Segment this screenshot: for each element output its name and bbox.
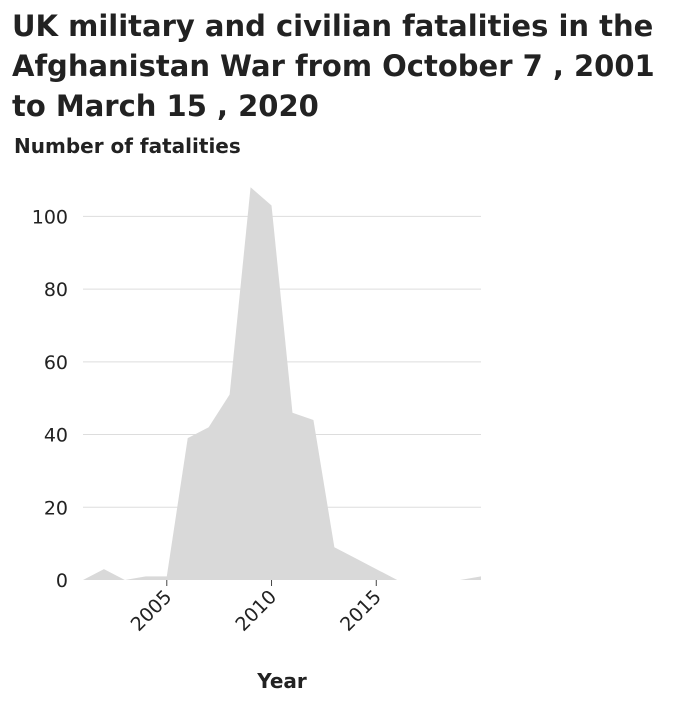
y-tick-label: 40 — [44, 425, 68, 447]
y-tick-label: 0 — [56, 570, 68, 592]
y-tick-label: 20 — [44, 497, 68, 519]
y-axis-label: Number of fatalities — [14, 134, 241, 158]
y-tick-label: 100 — [32, 206, 68, 228]
y-axis-ticks: 0 20 40 60 80 100 — [32, 206, 68, 592]
x-tick-label: 2010 — [231, 586, 281, 636]
x-axis-label: Year — [256, 669, 307, 693]
x-tick-label: 2015 — [336, 586, 386, 636]
y-tick-label: 80 — [44, 279, 68, 301]
fatalities-area — [83, 187, 481, 581]
x-tick-label: 2005 — [127, 586, 177, 636]
x-axis-ticks: 2005 2010 2015 — [127, 580, 386, 636]
y-tick-label: 60 — [44, 352, 68, 374]
series-area — [83, 187, 481, 581]
chart-title: UK military and civilian fatalities in t… — [12, 9, 655, 123]
